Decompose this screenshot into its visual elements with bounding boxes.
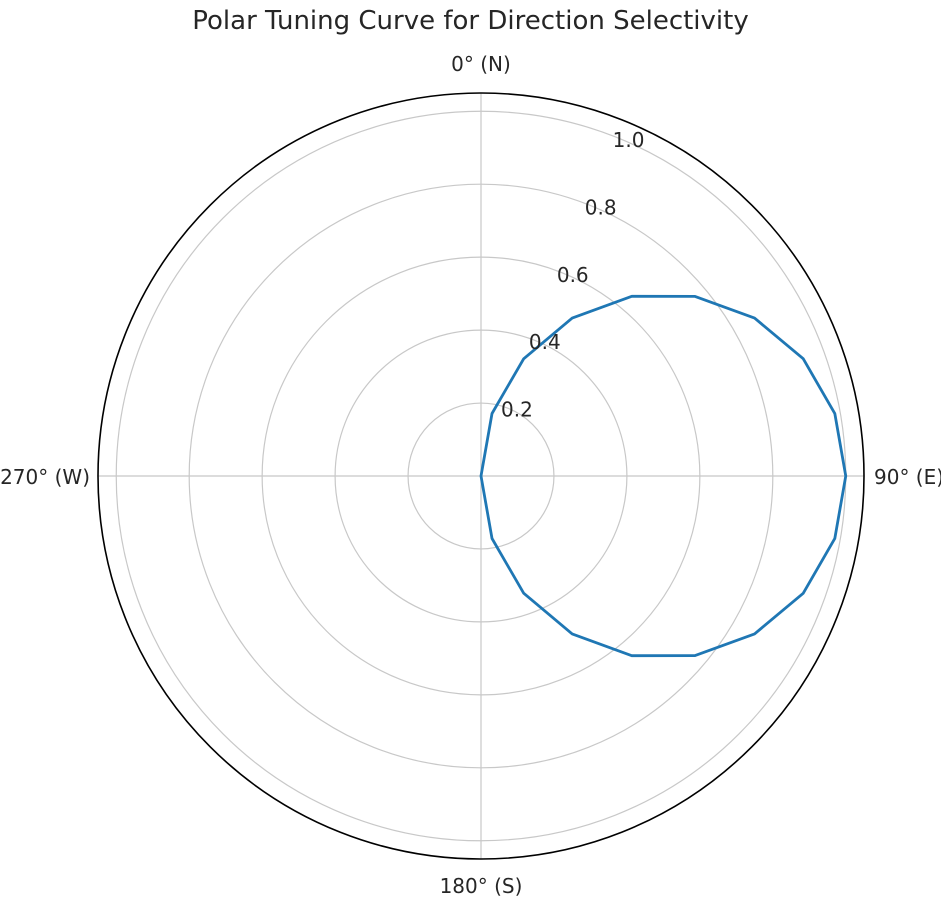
- angle-tick-label: 90° (E): [874, 465, 941, 489]
- series-line: [479, 294, 848, 658]
- chart-title: Polar Tuning Curve for Direction Selecti…: [192, 6, 749, 36]
- r-tick-label: 0.6: [557, 263, 589, 287]
- r-tick-label: 0.2: [501, 398, 533, 422]
- angle-tick-label: 180° (S): [440, 874, 523, 898]
- polar-frame: [97, 92, 865, 860]
- r-tick-label: 1.0: [613, 128, 645, 152]
- grid-layer: [97, 92, 865, 860]
- r-tick-label: 0.4: [529, 330, 561, 354]
- label-layer: 0° (N) 90° (E) 180° (S) 270° (W) 0.2 0.4 0.6 0.…: [0, 52, 941, 898]
- data-layer: [479, 294, 848, 658]
- angle-tick-label: 0° (N): [451, 52, 511, 76]
- r-tick-label: 0.8: [585, 195, 617, 219]
- angle-tick-label: 270° (W): [0, 465, 90, 489]
